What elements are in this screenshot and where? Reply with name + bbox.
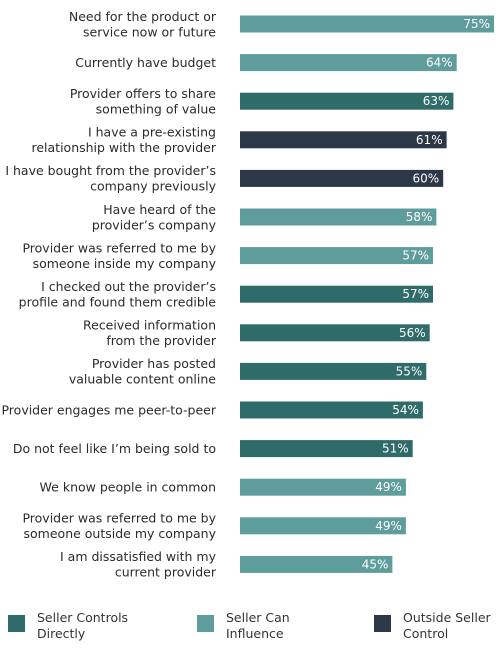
legend: Seller Controls Directly Seller Can Infl… xyxy=(0,600,500,668)
legend-swatch xyxy=(197,615,214,632)
bar-value-label: 57% xyxy=(402,249,429,263)
bar-chart: 75% Need for the product or service now or… xyxy=(1,9,494,580)
bar xyxy=(240,478,406,496)
category-label: Received information from the provider xyxy=(83,318,217,349)
bar xyxy=(240,555,393,573)
category-label: Provider was referred to me by someone in… xyxy=(22,240,216,271)
category-label: I have a pre-existing relationship with t… xyxy=(31,125,216,156)
bar xyxy=(240,169,444,187)
bar-value-label: 57% xyxy=(402,287,429,301)
legend-swatch xyxy=(374,615,391,632)
bar-value-label: 58% xyxy=(406,210,433,224)
bar-value-label: 49% xyxy=(375,480,402,494)
bar-value-label: 75% xyxy=(463,17,490,31)
bar-value-label: 49% xyxy=(375,519,402,533)
bar-value-label: 51% xyxy=(382,442,409,456)
bar xyxy=(240,362,427,380)
bar xyxy=(240,401,423,419)
category-label: Do not feel like I’m being sold to xyxy=(13,441,216,456)
category-label: Provider engages me peer-to-peer xyxy=(1,403,216,418)
category-label: I am dissatisfied with my current provide… xyxy=(60,549,217,580)
legend-label: Seller Can Influence xyxy=(226,610,290,641)
bar-value-label: 55% xyxy=(396,364,423,378)
category-label: Have heard of the provider’s company xyxy=(92,202,217,233)
bar xyxy=(240,131,447,149)
category-label: Provider offers to share something of val… xyxy=(70,86,216,117)
bar xyxy=(240,92,454,110)
bar-value-label: 64% xyxy=(426,56,453,70)
legend-item-outside-seller-control: Outside Seller Control xyxy=(374,610,500,642)
legend-item-seller-can-influence: Seller Can Influence xyxy=(197,610,326,642)
legend-item-seller-controls-directly: Seller Controls Directly xyxy=(8,610,137,642)
category-label: Provider was referred to me by someone ou… xyxy=(22,511,216,542)
bar xyxy=(240,517,406,535)
bar xyxy=(240,324,430,342)
bar xyxy=(240,247,433,265)
category-label: We know people in common xyxy=(40,480,216,495)
bar-value-label: 54% xyxy=(392,403,419,417)
bar xyxy=(240,15,494,33)
category-label: I have bought from the provider’s company… xyxy=(5,163,216,194)
legend-label: Seller Controls Directly xyxy=(37,610,129,641)
legend-label: Outside Seller Control xyxy=(403,610,491,641)
bar xyxy=(240,54,457,72)
bar-value-label: 45% xyxy=(362,557,389,571)
category-label: Currently have budget xyxy=(75,55,216,70)
category-label: Need for the product or service now or fu… xyxy=(69,9,217,40)
bar xyxy=(240,285,433,303)
bar-value-label: 60% xyxy=(413,171,440,185)
bar-value-label: 63% xyxy=(423,94,450,108)
bar xyxy=(240,440,413,458)
legend-swatch xyxy=(8,615,25,632)
category-label: I checked out the provider’s profile and … xyxy=(19,279,217,310)
bar-value-label: 61% xyxy=(416,133,443,147)
bar xyxy=(240,208,437,226)
category-label: Provider has posted valuable content onli… xyxy=(69,356,216,387)
bar-value-label: 56% xyxy=(399,326,426,340)
